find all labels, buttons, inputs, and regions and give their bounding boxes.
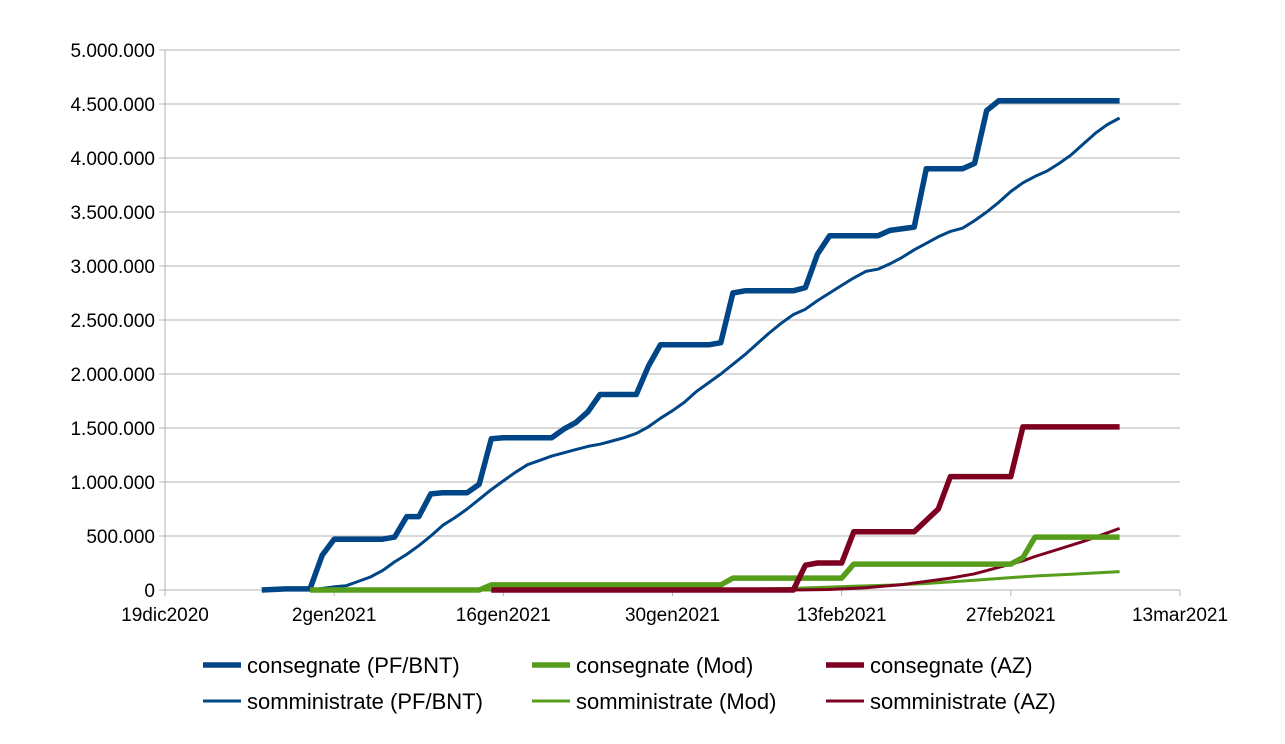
x-tick-label: 16gen2021 [456,605,551,626]
axes [159,49,1181,596]
x-tick-label: 13feb2021 [797,605,887,626]
series-line-5 [793,526,1121,592]
y-axis-tick-labels: 0 500.000 1.000.000 1.500.000 2.000.000 2.500… [70,41,155,602]
legend: consegnate (PF/BNT) consegnate (Mod) conse… [203,653,1056,714]
x-tick-label: 13mar2021 [1132,605,1228,626]
y-tick-label: 2.500.000 [70,311,155,332]
y-tick-label: 1.000.000 [70,473,155,494]
series-lines [261,98,1121,593]
x-axis-tick-labels: 19dic2020 2gen2021 16gen2021 30gen2021 13feb… [121,605,1228,626]
y-tick-label: 4.500.000 [70,95,155,116]
series-line-2 [310,534,1120,593]
x-tick-label: 2gen2021 [292,605,377,626]
y-tick-label: 3.000.000 [70,257,155,278]
series-line-0 [261,98,1120,593]
x-tick-label: 30gen2021 [625,605,720,626]
y-tick-label: 4.000.000 [70,149,155,170]
x-tick-label: 27feb2021 [966,605,1056,626]
series-line-4 [491,424,1120,593]
legend-label: somministrate (PF/BNT) [247,689,483,714]
legend-label: consegnate (Mod) [576,653,753,678]
y-tick-label: 1.500.000 [70,419,155,440]
gridlines [165,49,1180,537]
x-tick-label: 19dic2020 [121,605,209,626]
y-tick-label: 5.000.000 [70,41,155,62]
series-line-1 [309,116,1121,592]
y-tick-label: 3.500.000 [70,203,155,224]
legend-label: somministrate (AZ) [870,689,1056,714]
legend-label: consegnate (AZ) [870,653,1033,678]
y-tick-label: 500.000 [86,527,155,548]
legend-label: consegnate (PF/BNT) [247,653,460,678]
legend-label: somministrate (Mod) [576,689,776,714]
y-tick-label: 0 [144,581,155,602]
y-tick-label: 2.000.000 [70,365,155,386]
